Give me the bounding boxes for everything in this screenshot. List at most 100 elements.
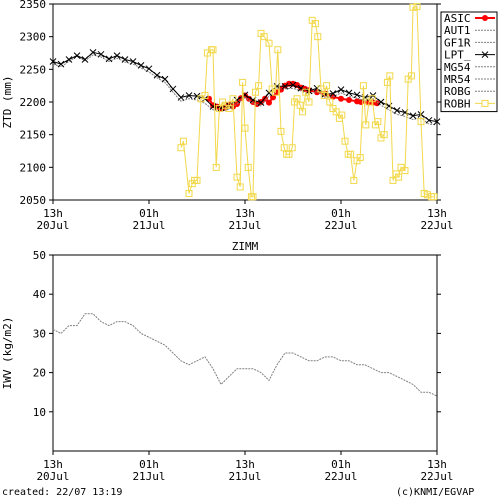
legend-entry-label: MR54 bbox=[444, 73, 471, 86]
ztd-series-lpt--point bbox=[113, 52, 121, 59]
ztd-series-robh-point bbox=[407, 72, 415, 80]
ztd-series-lpt--point bbox=[145, 65, 153, 73]
ztd-series-lpt--point bbox=[353, 91, 361, 99]
ztd-series-asic-point bbox=[346, 97, 352, 104]
legend-entry-label: ROBG bbox=[444, 85, 471, 98]
ztd-x-tick-hour: 01h bbox=[331, 207, 351, 220]
created-timestamp: created: 22/07 13:19 bbox=[2, 487, 123, 498]
ztd-series-robh-point bbox=[356, 154, 364, 162]
iwv-y-tick-label: 20 bbox=[33, 367, 46, 380]
ztd-x-tick-hour: 13h bbox=[43, 207, 63, 220]
iwv-x-tick-date: 22Jul bbox=[324, 470, 357, 483]
ztd-series-lpt--point bbox=[289, 81, 297, 89]
ztd-series-robh-point bbox=[251, 88, 259, 96]
iwv-y-tick-label: 50 bbox=[33, 249, 46, 262]
iwv-y-tick-label: 30 bbox=[33, 327, 46, 340]
ztd-series-lpt--point bbox=[81, 56, 89, 63]
ztd-series-robh-point bbox=[177, 144, 185, 152]
ztd-series-robh-point bbox=[320, 91, 328, 99]
ztd-series-robh-point bbox=[244, 163, 252, 171]
ztd-series-lpt--point bbox=[409, 112, 417, 120]
ztd-x-tick-date: 21Jul bbox=[228, 219, 261, 232]
ztd-series-lpt--point bbox=[265, 89, 273, 97]
ztd-series-lpt--point bbox=[121, 56, 129, 63]
ztd-series-robh-point bbox=[368, 95, 376, 103]
legend-entry-label: AUT1 bbox=[444, 24, 471, 37]
ztd-series-lpt--point bbox=[65, 56, 73, 63]
ztd-series-lpt--point bbox=[281, 82, 289, 90]
ztd-series-robh-point bbox=[380, 131, 388, 139]
legend-entry-label: ROBH bbox=[444, 97, 471, 110]
ztd-series-lpt--line bbox=[52, 51, 438, 123]
ztd-series-robh-point bbox=[233, 173, 241, 181]
legend-entry-label: LPT_ bbox=[444, 49, 471, 62]
ztd-series-robh-point bbox=[401, 167, 409, 175]
ztd-series-lpt--point bbox=[97, 50, 105, 58]
ztd-series-robh-point bbox=[395, 173, 403, 181]
ztd-series-robh-point bbox=[386, 72, 394, 80]
iwv-y-axis-label: IWV (kg/m2) bbox=[1, 317, 14, 390]
ztd-series-lpt--point bbox=[177, 94, 185, 101]
ztd-series-lpt--point bbox=[49, 58, 57, 65]
ztd-y-tick-label: 2300 bbox=[20, 31, 47, 44]
ztd-series-lpt--point bbox=[193, 92, 201, 100]
ztd-series-robh-point bbox=[241, 124, 249, 132]
ztd-series-lpt--point bbox=[257, 99, 265, 107]
legend-entry-marker bbox=[482, 15, 488, 21]
ztd-x-tick-hour: 13h bbox=[235, 207, 255, 220]
ztd-series-robh-point bbox=[347, 150, 355, 158]
ztd-series-lpt--point bbox=[57, 60, 65, 68]
ztd-series-lpt--point bbox=[433, 118, 441, 125]
ztd-series-lpt--point bbox=[393, 107, 401, 114]
ztd-series-robh-point bbox=[417, 118, 425, 126]
legend-entry-label: ASIC bbox=[444, 12, 471, 25]
ztd-series-lpt--point bbox=[185, 92, 193, 99]
legend-entry-label: MG54 bbox=[444, 61, 471, 74]
ztd-series-robh-point bbox=[311, 20, 319, 28]
iwv-series-iwv-line bbox=[52, 313, 438, 397]
ztd-series-robh-point bbox=[209, 46, 217, 54]
ztd-series-robh-point bbox=[212, 163, 220, 171]
iwv-plot-frame bbox=[52, 254, 438, 452]
iwv-y-tick-label: 40 bbox=[33, 288, 46, 301]
ztd-series-robh-point bbox=[413, 3, 421, 11]
ztd-series-robh-point bbox=[326, 98, 334, 106]
iwv-chart-title: ZIMM bbox=[232, 240, 259, 253]
ztd-series-robh-point bbox=[299, 108, 307, 116]
ztd-series-robh-point bbox=[285, 150, 293, 158]
ztd-series-robh-point bbox=[288, 144, 296, 152]
ztd-series-asic-point bbox=[266, 99, 272, 106]
credit-label: (c)KNMI/EGVAP bbox=[396, 487, 475, 498]
ztd-x-tick-date: 22Jul bbox=[324, 219, 357, 232]
ztd-series-robh-point bbox=[338, 111, 346, 119]
ztd-series-robh-point bbox=[296, 101, 304, 109]
ztd-x-tick-date: 20Jul bbox=[36, 219, 69, 232]
ztd-series-robh-point bbox=[193, 176, 201, 184]
ztd-series-lpt--point bbox=[137, 62, 145, 69]
ztd-y-tick-label: 2250 bbox=[20, 63, 47, 76]
ztd-y-tick-label: 2050 bbox=[20, 194, 47, 207]
ztd-series-robh-point bbox=[305, 98, 313, 106]
ztd-series-robh-point bbox=[350, 176, 358, 184]
legend-frame bbox=[440, 11, 498, 113]
ztd-series-robh-point bbox=[201, 91, 209, 99]
ztd-series-robh-point bbox=[265, 39, 273, 47]
ztd-series-lpt--point bbox=[153, 71, 161, 79]
ztd-x-tick-date: 22Jul bbox=[420, 219, 453, 232]
ztd-series-robh-point bbox=[271, 88, 279, 96]
ztd-series-robh-point bbox=[179, 137, 187, 145]
ztd-series-robh-point bbox=[185, 189, 193, 197]
ztd-series-robh-point bbox=[374, 118, 382, 126]
ztd-series-robh-point bbox=[274, 46, 282, 54]
ztd-series-lpt--point bbox=[329, 90, 337, 97]
ztd-series-robh-point bbox=[302, 88, 310, 96]
ztd-series-lpt--point bbox=[337, 86, 345, 93]
ztd-series-robh-point bbox=[236, 183, 244, 191]
iwv-x-tick-hour: 13h bbox=[235, 458, 255, 471]
ztd-series-lpt--point bbox=[425, 116, 433, 124]
iwv-x-tick-date: 22Jul bbox=[420, 470, 453, 483]
ztd-series-gf1r-line bbox=[52, 54, 438, 126]
ztd-series-lpt--point bbox=[73, 52, 81, 59]
iwv-x-tick-date: 20Jul bbox=[36, 470, 69, 483]
ztd-series-robh-point bbox=[239, 78, 247, 86]
